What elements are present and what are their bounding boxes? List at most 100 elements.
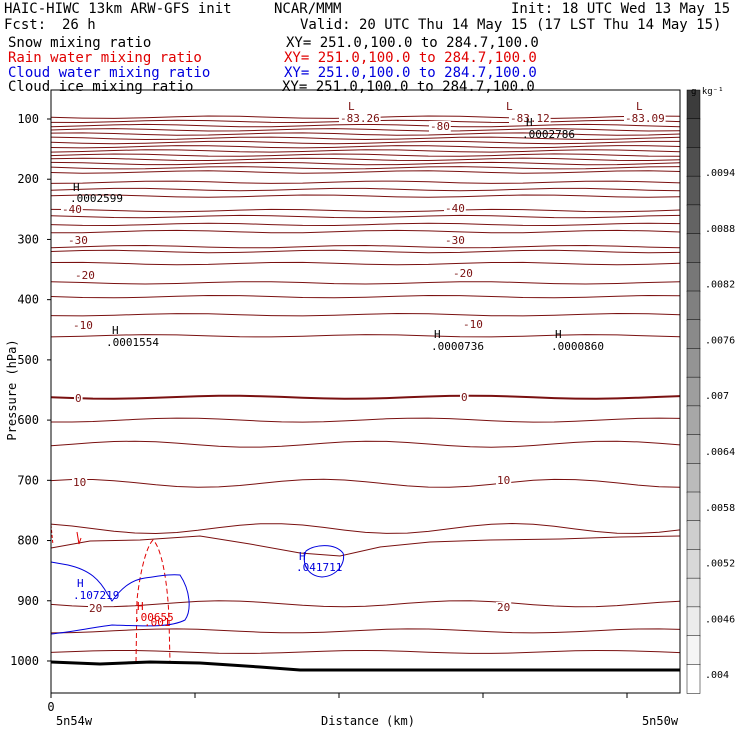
extremum-symbol: H — [112, 324, 119, 337]
temperature-contour-line — [50, 149, 681, 153]
temperature-contour-line — [50, 214, 681, 219]
temperature-contour-line — [50, 244, 681, 249]
colorbar-swatch — [686, 577, 701, 608]
colorbar-label: .0094 — [705, 168, 735, 179]
colorbar-swatch — [686, 491, 701, 522]
extremum-symbol: H — [77, 577, 84, 590]
field-rain-xy: XY= 251.0,100.0 to 284.7,100.0 — [284, 50, 537, 66]
extremum-symbol: H — [526, 116, 533, 129]
temperature-contour-line — [50, 170, 681, 174]
extremum-value: .001 — [144, 616, 171, 629]
field-rain-name: Rain water mixing ratio — [8, 50, 202, 66]
contour-label: -83.12 — [510, 112, 550, 125]
temperature-contour-line — [51, 229, 681, 234]
colorbar-swatch — [686, 262, 701, 292]
contour-label: -10 — [463, 318, 483, 331]
contour-label: -20 — [75, 269, 95, 282]
temperature-contour-line — [50, 649, 681, 654]
colorbar-unit: g kg⁻¹ — [691, 87, 724, 97]
valid-time: Valid: 20 UTC Thu 14 May 15 (17 LST Thu … — [300, 17, 722, 33]
temperature-contour-line — [50, 145, 681, 149]
x-tick-zero: 0 — [47, 700, 54, 714]
temperature-contour-line — [50, 249, 681, 254]
cloud-contour-line — [303, 545, 345, 578]
contour-label: -10 — [73, 319, 93, 332]
ground-line — [50, 660, 680, 672]
y-tick-label: 600 — [17, 413, 39, 427]
contour-label-bg — [74, 270, 96, 281]
field-snow-name: Snow mixing ratio — [8, 35, 152, 51]
contour-label: -40 — [445, 202, 465, 215]
contour-label-bg — [462, 319, 484, 330]
temperature-contour-line — [51, 417, 681, 423]
contour-label-bg — [452, 268, 474, 279]
y-axis-title: Pressure (hPa) — [5, 339, 19, 440]
init-time: Init: 18 UTC Wed 13 May 15 — [511, 1, 731, 17]
contour-label-bg — [496, 602, 512, 613]
colorbar-swatch — [686, 233, 701, 264]
contour-label: 20 — [497, 601, 510, 614]
colorbar-swatch — [686, 147, 701, 177]
contour-labels: -83.26 -83.12 -83.09 -80 -40 -40 -30 -30 -20 -20 -… — [61, 112, 666, 615]
temperature-contour-line — [50, 132, 681, 136]
extremum-symbol: L — [506, 100, 513, 113]
contour-label-bg — [61, 204, 83, 215]
rain-contour-line — [76, 531, 82, 545]
y-tick-label: 800 — [17, 534, 39, 548]
temperature-contour-line — [50, 166, 681, 170]
field-ice-xy: XY= 251.0,100.0 to 284.7,100.0 — [282, 79, 535, 95]
colorbar-swatch — [686, 290, 701, 321]
contour-label-bg — [509, 113, 551, 124]
contour-label: -40 — [62, 203, 82, 216]
contour-label: 10 — [73, 476, 86, 489]
colorbar-swatch — [686, 606, 701, 637]
pressure-axis: 100 200 300 400 500 600 700 800 900 1000 — [10, 112, 51, 668]
contour-label-bg — [496, 475, 512, 486]
extremum-value: .00655 — [134, 611, 174, 624]
extrema-markers: L L LH.0002786H.0002599H.0001554H.0000736H… — [70, 100, 643, 629]
contour-label-bg — [67, 235, 89, 246]
colorbar-label: .0082 — [705, 280, 735, 291]
contour-label: -30 — [68, 234, 88, 247]
y-tick-label: 700 — [17, 473, 39, 487]
temperature-contour-line — [50, 136, 681, 141]
y-tick-label: 900 — [17, 594, 39, 608]
contour-label-bg — [339, 113, 381, 124]
temperature-contour-line — [50, 140, 680, 145]
contour-label: 0 — [461, 391, 468, 404]
colorbar-swatch — [686, 319, 701, 350]
temperature-contour-line — [50, 261, 681, 266]
forecast-hour: 26 h — [62, 17, 96, 33]
temperature-contour-line — [50, 600, 681, 608]
temperature-contour-line — [50, 440, 681, 448]
colorbar-swatch — [686, 635, 701, 666]
colorbar-label: .0088 — [705, 224, 735, 235]
x-left-location: 5n54w — [56, 714, 93, 728]
distance-axis — [50, 693, 628, 698]
y-tick-label: 400 — [17, 293, 39, 307]
extremum-symbol: H — [299, 550, 306, 563]
contour-label-bg — [74, 393, 83, 404]
extremum-symbol: L — [636, 100, 643, 113]
y-tick-label: 200 — [17, 172, 39, 186]
temperature-contour-line — [50, 334, 681, 338]
colorbar-label: .007 — [705, 391, 729, 402]
colorbar-label: .0076 — [705, 335, 735, 346]
extremum-value: .0002786 — [522, 128, 575, 141]
contour-label-bg — [72, 477, 88, 488]
rain-contours — [50, 524, 171, 663]
temperature-contour-line — [50, 208, 681, 213]
temperature-contour-line — [50, 222, 681, 227]
colorbar-swatch — [686, 520, 701, 551]
colorbar-swatch — [686, 434, 701, 465]
colorbar-label: .0052 — [705, 559, 735, 570]
contour-label: -83.09 — [625, 112, 665, 125]
contour-label-bg — [429, 121, 451, 132]
temperature-contour-line — [50, 123, 681, 128]
colorbar-swatch — [686, 664, 701, 694]
field-ice-name: Cloud ice mixing ratio — [8, 79, 194, 95]
temperature-contour-line — [50, 478, 681, 488]
temperature-contour-line — [50, 153, 681, 157]
rain-contour-line — [135, 539, 171, 663]
contour-label-bg — [72, 320, 94, 331]
